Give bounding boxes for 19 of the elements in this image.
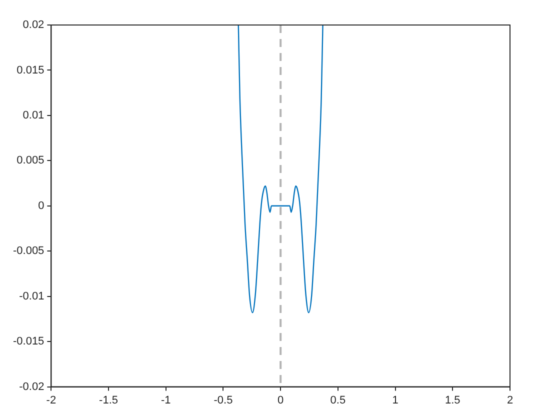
x-tick-label: 0 xyxy=(278,394,284,406)
x-tick-label: 1.5 xyxy=(445,394,460,406)
x-tick-label: -1.5 xyxy=(99,394,118,406)
x-tick-label: 1 xyxy=(392,394,398,406)
y-tick-label: -0.015 xyxy=(12,336,44,348)
y-tick-label: 0.005 xyxy=(16,154,44,167)
x-tick-label: -2 xyxy=(46,394,56,406)
x-tick-label: 2 xyxy=(506,394,514,406)
y-tick-label: 0.015 xyxy=(16,64,44,76)
x-tick-label: -0.5 xyxy=(214,394,233,406)
y-tick-label: 0.01 xyxy=(22,109,44,122)
y-tick-label: 0 xyxy=(38,200,44,212)
y-tick-label: -0.01 xyxy=(19,290,44,302)
y-tick-label: -0.02 xyxy=(19,380,44,393)
line-series xyxy=(238,25,324,314)
y-tick-label: 0.02 xyxy=(22,19,44,32)
x-tick-label: -1 xyxy=(161,394,171,406)
x-tick-label: 0.5 xyxy=(330,394,346,406)
y-tick-label: -0.005 xyxy=(12,245,44,258)
